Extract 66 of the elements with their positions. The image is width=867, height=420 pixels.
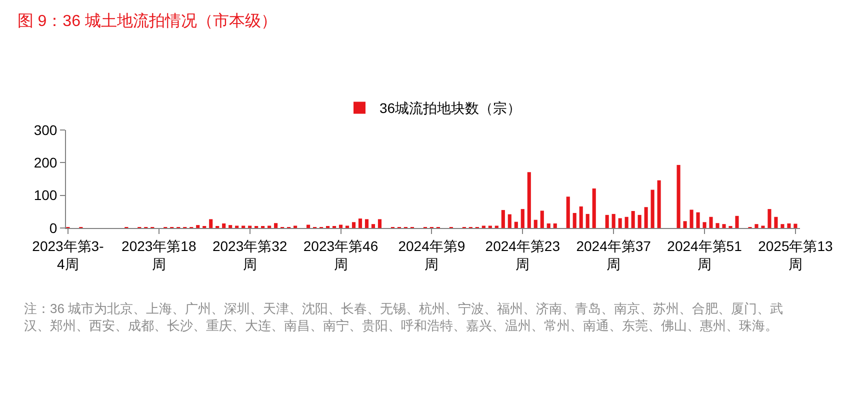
bar <box>274 223 278 228</box>
text: 注：36 城市为北京、上海、广州、深圳、天津、沈阳、长春、无锡、杭州、宁波、福州、济南、青岛、南京、苏州、合肥、厦门、武汉、郑州、西安、成都、长沙、重庆、大连、南昌、南宁、贵阳、呼和浩特、嘉兴、温州、常州、南通、东莞、佛山、惠州、珠海。 <box>24 301 784 333</box>
bar <box>592 188 596 228</box>
x-tick-label: 2023年第32 周 <box>212 238 288 272</box>
bar <box>306 224 310 228</box>
bar <box>352 222 356 228</box>
bar <box>572 212 576 228</box>
bar <box>378 219 382 228</box>
bar <box>546 223 550 228</box>
bar <box>735 216 739 228</box>
x-tick-label: 2023年第18 周 <box>122 238 196 272</box>
chart-title: 图 9：36 城土地流拍情况（市本级） <box>17 12 277 30</box>
bar <box>501 210 505 228</box>
bar <box>787 223 791 228</box>
bar <box>768 209 772 228</box>
bar <box>722 224 726 228</box>
y-tick-label: 200 <box>34 154 58 171</box>
bar <box>794 224 798 228</box>
y-tick-label: 300 <box>34 122 58 138</box>
bar <box>228 225 232 228</box>
bar <box>624 216 628 228</box>
x-tick-label: 2024年第37 周 <box>576 238 652 272</box>
bar <box>644 207 648 228</box>
bar <box>709 216 713 228</box>
x-tick-label: 2023年第3- 4周 <box>32 238 104 272</box>
bar <box>371 224 376 228</box>
bar <box>514 222 518 228</box>
bar <box>690 210 694 228</box>
bar <box>586 214 590 228</box>
bar <box>209 219 213 228</box>
bar <box>540 210 544 228</box>
bar <box>702 222 706 228</box>
bar <box>683 221 687 228</box>
bar <box>657 180 661 228</box>
y-tick-label: 0 <box>49 220 58 236</box>
bar <box>338 224 343 228</box>
bar <box>196 225 200 228</box>
bar <box>612 214 616 228</box>
bar <box>358 218 362 228</box>
x-tick-label: 2024年第9 周 <box>398 238 466 272</box>
bar <box>534 220 538 228</box>
bar <box>618 218 622 228</box>
bar <box>774 216 778 228</box>
bar <box>605 214 609 228</box>
x-tick-label: 2024年第23 周 <box>485 238 560 272</box>
bar <box>579 206 583 228</box>
bar <box>716 223 720 228</box>
x-tick-label: 2024年第51 周 <box>667 238 742 272</box>
bar <box>638 214 642 228</box>
bar <box>222 223 226 228</box>
bar <box>364 219 369 228</box>
bar <box>754 224 758 228</box>
x-tick-label: 2023年第46 周 <box>303 238 378 272</box>
bar <box>520 209 524 228</box>
bar <box>696 212 700 228</box>
y-tick-label: 100 <box>34 187 58 204</box>
bar <box>553 223 557 228</box>
bar <box>631 211 635 228</box>
bar <box>508 214 512 228</box>
x-tick-label: 2025年第13 周 <box>758 238 834 272</box>
bar <box>676 164 680 228</box>
legend-label: 36城流拍地块数（宗） <box>380 100 522 116</box>
bar <box>527 172 531 228</box>
bar <box>650 190 654 228</box>
bar <box>566 196 570 228</box>
bar <box>780 224 784 228</box>
